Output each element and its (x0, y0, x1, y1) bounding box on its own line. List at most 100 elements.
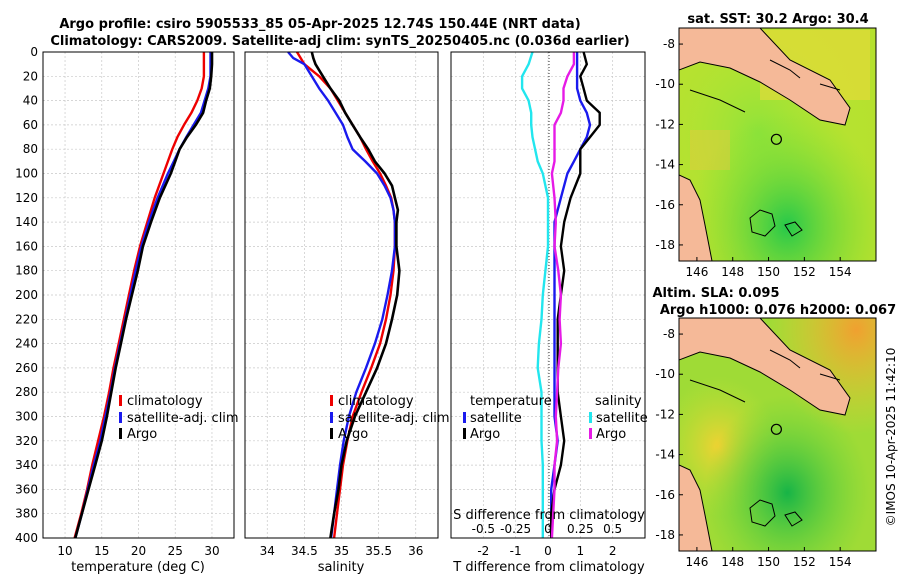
lon-tick-label: 148 (721, 555, 744, 569)
profile-line-argo (74, 52, 214, 539)
depth-tick-label: 320 (15, 434, 38, 448)
lon-tick-label: 152 (793, 555, 816, 569)
difference-lines (520, 51, 601, 539)
temperature-panel: 0 20 40 60 80 100 120 140 160 180 200 220 240 260 280 3… (15, 45, 239, 575)
x-tick-label: 0 (544, 544, 552, 558)
legend-title-temperature: temperature (470, 394, 552, 409)
figure-title-line2: Climatology: CARS2009. Satellite-adj cli… (50, 34, 629, 49)
sst-map-frame (678, 27, 877, 262)
lat-tick-label: -18 (655, 238, 675, 252)
legend-swatch-satellite (330, 412, 333, 423)
sla-map: Altim. SLA: 0.095 Argo h1000: 0.076 h200… (653, 286, 897, 569)
depth-tick-label: 380 (15, 507, 38, 521)
x-tick-label: 34 (260, 544, 275, 558)
x-tick-label: 10 (57, 544, 72, 558)
depth-tick-label: 60 (23, 118, 38, 132)
temperature-xlabel: temperature (deg C) (71, 560, 205, 575)
australia-land (679, 464, 713, 551)
legend-label-t-satellite: satellite (470, 411, 522, 426)
new-guinea-land (679, 28, 851, 126)
legend-swatch-climatology (119, 395, 122, 406)
salinity-frame (244, 51, 439, 539)
sla-map-title-line1: Altim. SLA: 0.095 (653, 286, 780, 301)
x-tick-label: -1 (510, 544, 522, 558)
lat-tick-label: -18 (655, 528, 675, 542)
coastline-detail (689, 349, 841, 403)
s-tick-label: -0.5 (472, 522, 495, 536)
temperature-frame (42, 51, 235, 539)
s-tick-label: 0.25 (567, 522, 594, 536)
sla-map-frame (678, 317, 877, 552)
depth-tick-label: 0 (30, 45, 38, 59)
temperature-lines (73, 52, 214, 539)
sst-map: sat. SST: 30.2 Argo: 30.4 146 148 150 152 15… (655, 12, 877, 279)
depth-tick-label: 160 (15, 239, 38, 253)
temperature-grid (43, 52, 234, 538)
lon-tick-label: 154 (829, 265, 852, 279)
s-tick-label: -0.25 (500, 522, 531, 536)
legend-swatch-t-argo (463, 428, 466, 439)
legend-swatch-satellite (119, 412, 122, 423)
sla-map-lat-ticks: -8 -10 -12 -14 -16 -18 (655, 327, 683, 542)
figure-title-line1: Argo profile: csiro 5905533_85 05-Apr-20… (59, 17, 580, 32)
lon-tick-label: 146 (685, 555, 708, 569)
legend-swatch-t-satellite (463, 412, 466, 423)
lat-tick-label: -12 (655, 407, 675, 421)
legend-swatch-argo (119, 428, 122, 439)
depth-tick-label: 220 (15, 312, 38, 326)
salinity-axis-ticks: 34 34.5 35 35.5 36 (260, 544, 424, 558)
depth-tick-label: 180 (15, 264, 38, 278)
legend-title-salinity: salinity (595, 394, 642, 409)
legend-label-t-argo: Argo (470, 427, 500, 442)
profile-line-t-argo (550, 51, 601, 538)
sst-map-title: sat. SST: 30.2 Argo: 30.4 (687, 12, 868, 27)
lon-tick-label: 148 (721, 265, 744, 279)
difference-panel: -2 -1 0 1 2 -0.5 -0.25 0 0.25 0.5 T difference f… (450, 51, 648, 575)
lat-tick-label: -8 (663, 37, 675, 51)
depth-tick-label: 260 (15, 361, 38, 375)
s-tick-label: 0.5 (603, 522, 622, 536)
lat-tick-label: -14 (655, 158, 675, 172)
legend-swatch-s-argo (589, 428, 592, 439)
lon-tick-label: 150 (757, 265, 780, 279)
lat-tick-label: -16 (655, 198, 675, 212)
reef-outlines (749, 499, 803, 527)
x-tick-label: 25 (168, 544, 183, 558)
profile-location-marker (770, 423, 783, 435)
lat-tick-label: -8 (663, 327, 675, 341)
legend-label-climatology: climatology (338, 394, 414, 409)
sla-map-title-line2: Argo h1000: 0.076 h2000: 0.067 (660, 303, 896, 318)
legend-label-satellite: satellite-adj. clim (127, 411, 239, 426)
difference-grid (451, 52, 645, 538)
profile-line-argo (310, 51, 401, 539)
legend-label-climatology: climatology (127, 394, 203, 409)
profile-location-marker (770, 133, 783, 145)
lat-tick-label: -10 (655, 77, 675, 91)
depth-axis-ticks: 0 20 40 60 80 100 120 140 160 180 200 220 240 260 280 3… (15, 45, 38, 545)
legend-label-satellite: satellite-adj. clim (338, 411, 450, 426)
depth-tick-label: 400 (15, 531, 38, 545)
depth-tick-label: 240 (15, 337, 38, 351)
salinity-xlabel: salinity (318, 560, 365, 575)
depth-tick-label: 300 (15, 410, 38, 424)
t-difference-xlabel: T difference from climatology (452, 560, 645, 575)
s-tick-label: 0 (544, 522, 552, 536)
sla-map-lon-ticks: 146 148 150 152 154 (685, 547, 852, 569)
depth-tick-label: 120 (15, 191, 38, 205)
x-tick-label: 35 (334, 544, 349, 558)
x-tick-label: 1 (577, 544, 585, 558)
coastline-detail (689, 59, 841, 113)
profile-line-satellite-adj-clim (74, 52, 212, 539)
lon-tick-label: 152 (793, 265, 816, 279)
depth-tick-label: 100 (15, 167, 38, 181)
new-guinea-land (679, 318, 851, 416)
legend-swatch-argo (330, 428, 333, 439)
depth-tick-label: 200 (15, 288, 38, 302)
salinity-grid (245, 52, 438, 538)
difference-frame (450, 51, 646, 539)
sst-map-lat-ticks: -8 -10 -12 -14 -16 -18 (655, 37, 683, 252)
lat-tick-label: -10 (655, 367, 675, 381)
reef-outlines (749, 209, 803, 237)
depth-tick-label: 140 (15, 215, 38, 229)
